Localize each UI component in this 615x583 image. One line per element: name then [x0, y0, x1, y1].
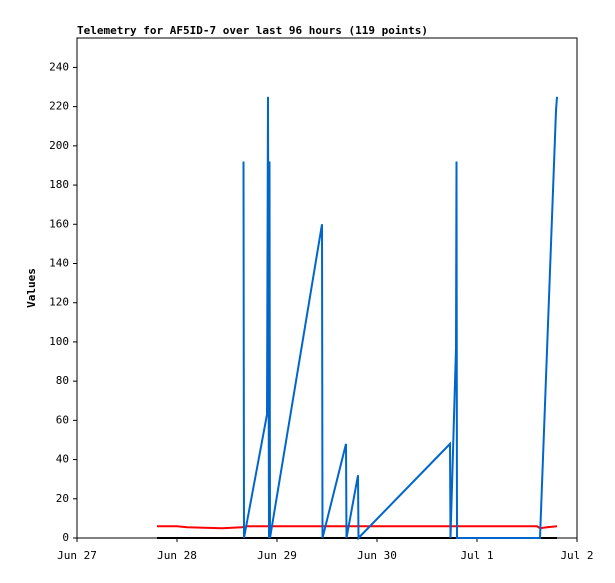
x-tick-label: Jul 1	[460, 549, 493, 562]
y-tick-label: 80	[56, 374, 69, 387]
y-tick-label: 60	[56, 413, 69, 426]
y-tick-label: 0	[62, 531, 69, 544]
series-line	[242, 96, 558, 541]
y-tick-label: 120	[49, 296, 69, 309]
plot-frame	[76, 37, 578, 539]
y-tick-label: 180	[49, 178, 69, 191]
y-tick-label: 220	[49, 100, 69, 113]
y-tick-label: 200	[49, 139, 69, 152]
y-tick-label: 240	[49, 60, 69, 73]
x-tick-label: Jun 29	[257, 549, 297, 562]
series-line	[157, 525, 558, 530]
y-axis-label: Values	[25, 268, 38, 308]
y-tick-label: 100	[49, 335, 69, 348]
y-tick-label: 140	[49, 256, 69, 269]
x-tick-label: Jun 28	[157, 549, 197, 562]
x-tick-label: Jul 2	[560, 549, 593, 562]
x-tick-label: Jun 30	[357, 549, 397, 562]
y-tick-label: 160	[49, 217, 69, 230]
x-tick-label: Jun 27	[57, 549, 97, 562]
chart-title: Telemetry for AF5ID-7 over last 96 hours…	[77, 24, 428, 37]
y-tick-label: 40	[56, 453, 69, 466]
y-tick-label: 20	[56, 492, 69, 505]
